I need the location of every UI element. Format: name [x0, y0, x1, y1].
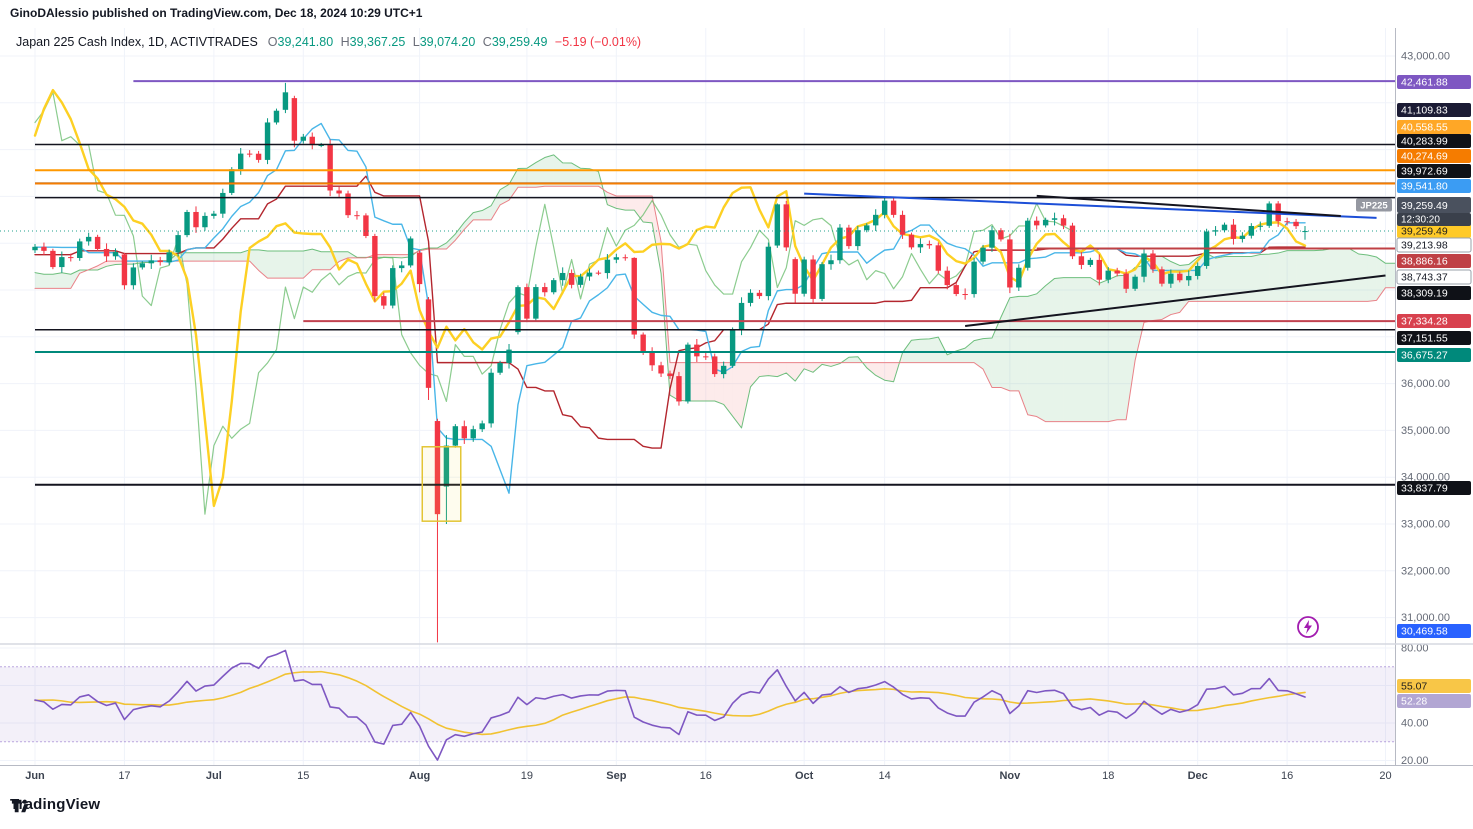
symbol-price-badge: JP225 39,259.49 12:30:20: [1356, 197, 1471, 226]
svg-text:32,000.00: 32,000.00: [1401, 565, 1450, 577]
low-label: L: [412, 35, 420, 49]
price-axis-badge: 40,283.99: [1397, 134, 1471, 148]
price-axis-badge: 52.28: [1397, 694, 1471, 708]
price-axis-badge: 41,109.83: [1397, 103, 1471, 117]
high-value: 39,367.25: [349, 35, 406, 49]
svg-text:19: 19: [521, 770, 533, 782]
svg-text:Jul: Jul: [206, 770, 222, 782]
time-axis[interactable]: Jun 17 Jul 15 Aug 19 Sep 16 Oct 14 Nov 18 Dec 16 20: [0, 765, 1473, 791]
change-value: −5.19 (−0.01%): [554, 35, 642, 49]
svg-text:39,259.49: 39,259.49: [1401, 226, 1448, 238]
close-value: 39,259.49: [491, 35, 548, 49]
price-axis-badge: 38,743.37: [1396, 269, 1472, 285]
svg-text:38,309.19: 38,309.19: [1401, 288, 1448, 300]
price-axis-badge: 55.07: [1397, 679, 1471, 693]
svg-text:Dec: Dec: [1188, 770, 1208, 782]
tradingview-logo-text: TradingView: [10, 796, 101, 813]
svg-text:39,259.49: 39,259.49: [1401, 200, 1448, 212]
svg-text:15: 15: [297, 770, 309, 782]
price-axis-badge: 33,837.79: [1397, 481, 1471, 495]
svg-text:41,109.83: 41,109.83: [1401, 105, 1448, 117]
close-label: C: [482, 35, 492, 49]
svg-text:36,000.00: 36,000.00: [1401, 378, 1450, 390]
svg-text:40,283.99: 40,283.99: [1401, 136, 1448, 148]
open-label: O: [267, 35, 278, 49]
chart-legend: Japan 225 Cash Index, 1D, ACTIVTRADES O3…: [16, 35, 641, 49]
rsi-pane: [0, 649, 1395, 761]
svg-text:JP225: JP225: [1360, 201, 1388, 212]
svg-text:30,469.58: 30,469.58: [1401, 626, 1448, 638]
price-axis-badge: 36,675.27: [1397, 348, 1471, 362]
price-axis-badge: 39,259.49: [1397, 224, 1471, 238]
drawings: [0, 80, 1395, 522]
svg-text:37,151.55: 37,151.55: [1401, 333, 1448, 345]
svg-text:40,558.55: 40,558.55: [1401, 122, 1448, 134]
svg-text:14: 14: [879, 770, 891, 782]
tradingview-logo[interactable]: TradingView: [10, 796, 100, 813]
svg-text:17: 17: [118, 770, 130, 782]
svg-text:38,886.16: 38,886.16: [1401, 256, 1448, 268]
svg-text:39,213.98: 39,213.98: [1401, 240, 1448, 252]
price-axis-badge: 39,541.80: [1397, 179, 1471, 193]
svg-text:33,000.00: 33,000.00: [1401, 519, 1450, 531]
svg-text:12:30:20: 12:30:20: [1401, 215, 1440, 226]
svg-text:33,837.79: 33,837.79: [1401, 483, 1448, 495]
svg-text:37,334.28: 37,334.28: [1401, 316, 1448, 328]
svg-text:Oct: Oct: [795, 770, 814, 782]
svg-text:39,541.80: 39,541.80: [1401, 181, 1448, 193]
symbol-title[interactable]: Japan 225 Cash Index, 1D, ACTIVTRADES: [16, 35, 258, 49]
price-axis-badge: 38,886.16: [1397, 254, 1471, 268]
price-axis-badge: 30,469.58: [1397, 624, 1471, 638]
price-axis-badge: 37,334.28: [1397, 314, 1471, 328]
low-value: 39,074.20: [419, 35, 476, 49]
svg-text:38,743.37: 38,743.37: [1401, 272, 1448, 284]
svg-text:16: 16: [1281, 770, 1293, 782]
price-axis[interactable]: 43,000.00 36,000.00 35,000.00 34,000.00 33,0…: [1356, 28, 1473, 790]
price-axis-badge: 39,972.69: [1397, 164, 1471, 178]
svg-text:18: 18: [1102, 770, 1114, 782]
price-axis-badge: 40,558.55: [1397, 120, 1471, 134]
svg-text:40,274.69: 40,274.69: [1401, 151, 1448, 163]
svg-text:31,000.00: 31,000.00: [1401, 612, 1450, 624]
svg-text:40.00: 40.00: [1401, 718, 1429, 730]
svg-text:43,000.00: 43,000.00: [1401, 51, 1450, 63]
candlestick-series: [32, 82, 1308, 643]
price-axis-badge: 37,151.55: [1397, 331, 1471, 345]
price-axis-badge: 38,309.19: [1397, 286, 1471, 300]
svg-text:36,675.27: 36,675.27: [1401, 350, 1448, 362]
svg-text:Nov: Nov: [999, 770, 1021, 782]
svg-text:52.28: 52.28: [1401, 696, 1427, 708]
svg-text:16: 16: [700, 770, 712, 782]
high-label: H: [340, 35, 350, 49]
price-axis-badge: 39,213.98: [1396, 237, 1472, 253]
ohlc-readout: O39,241.80 H39,367.25 L39,074.20 C39,259…: [264, 35, 641, 49]
svg-text:Jun: Jun: [25, 770, 45, 782]
svg-text:34,000.00: 34,000.00: [1401, 472, 1450, 484]
svg-text:55.07: 55.07: [1401, 681, 1427, 693]
svg-text:35,000.00: 35,000.00: [1401, 425, 1450, 437]
svg-text:39,972.69: 39,972.69: [1401, 166, 1448, 178]
price-axis-badge: 42,461.88: [1397, 75, 1471, 89]
grid: [0, 28, 1395, 765]
alert-lightning-icon[interactable]: [1297, 616, 1319, 638]
open-value: 39,241.80: [277, 35, 334, 49]
svg-text:Aug: Aug: [409, 770, 430, 782]
svg-text:Sep: Sep: [606, 770, 626, 782]
svg-text:80.00: 80.00: [1401, 643, 1429, 655]
tradingview-logo-icon: [11, 799, 29, 813]
publish-attribution: GinoDAlessio published on TradingView.co…: [10, 6, 423, 20]
svg-text:42,461.88: 42,461.88: [1401, 77, 1448, 89]
svg-text:20: 20: [1379, 770, 1391, 782]
price-axis-badge: 40,274.69: [1397, 149, 1471, 163]
svg-text:20.00: 20.00: [1401, 755, 1429, 767]
